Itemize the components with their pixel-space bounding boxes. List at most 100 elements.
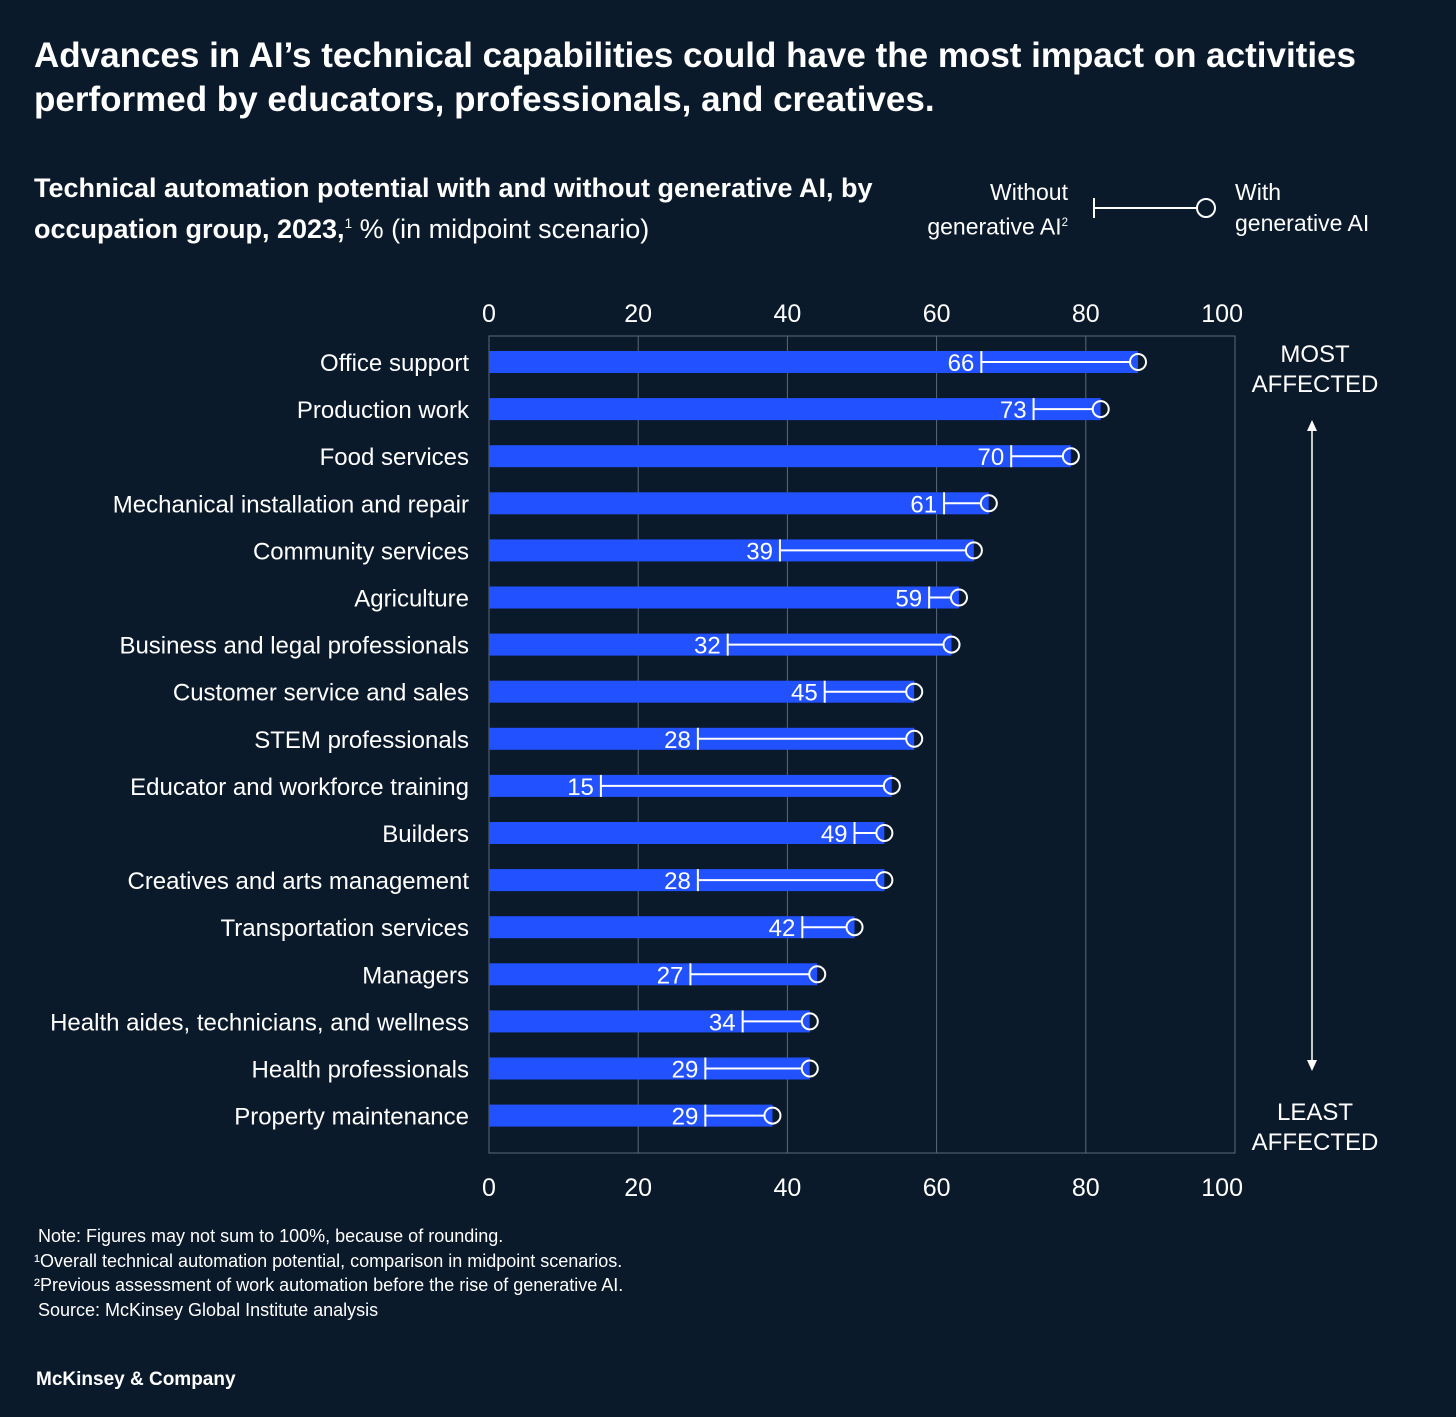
bar	[489, 822, 885, 844]
with-marker	[905, 729, 924, 748]
value-label: 27	[657, 962, 684, 989]
value-label: 28	[664, 868, 691, 895]
legend-without-label: Without generative AI	[927, 179, 1068, 240]
category-label: Health aides, technicians, and wellness	[50, 1009, 469, 1036]
footnotes: Note: Figures may not sum to 100%, becau…	[34, 1224, 623, 1322]
value-label: 32	[694, 633, 721, 660]
category-label: Health professionals	[252, 1057, 469, 1084]
bar	[489, 539, 974, 562]
legend-marker	[1093, 198, 1216, 218]
x-tick-label-top: 80	[1072, 300, 1100, 328]
with-marker	[1129, 353, 1148, 371]
with-marker	[949, 588, 968, 607]
with-marker	[875, 824, 894, 842]
x-tick-label-top: 0	[482, 300, 496, 328]
category-label: Community services	[253, 538, 469, 565]
value-label: 34	[709, 1009, 736, 1036]
value-label: 61	[910, 491, 937, 518]
value-label: 28	[664, 727, 691, 754]
bar	[489, 869, 885, 892]
footnote-2: ²Previous assessment of work automation …	[34, 1275, 624, 1295]
x-tick-label-bottom: 60	[923, 1174, 951, 1202]
value-label: 59	[895, 586, 922, 613]
bar	[489, 586, 959, 609]
chart-subtitle: Technical automation potential with and …	[34, 170, 894, 247]
category-label: Business and legal professionals	[119, 633, 469, 660]
bar	[489, 963, 818, 986]
legend-without: Without generative AI2	[900, 177, 1068, 243]
x-tick-label-top: 60	[923, 300, 951, 328]
subtitle-footnote: 1	[344, 216, 353, 231]
note: Note: Figures may not sum to 100%, becau…	[38, 1226, 504, 1246]
with-marker	[763, 1106, 782, 1125]
bar	[489, 445, 1071, 468]
bar	[489, 1057, 810, 1080]
arrow-down-icon	[1307, 1060, 1317, 1071]
value-label: 29	[672, 1104, 699, 1131]
category-label: Builders	[382, 821, 469, 848]
with-marker	[845, 918, 864, 937]
most-affected-label: MOST	[1280, 341, 1350, 368]
with-marker	[1061, 447, 1080, 466]
category-label: Agriculture	[354, 586, 469, 613]
category-label: Property maintenance	[234, 1104, 469, 1131]
least-affected-label: AFFECTED	[1252, 1129, 1379, 1156]
with-marker	[800, 1012, 819, 1031]
arrow-up-icon	[1307, 420, 1317, 431]
with-marker	[905, 682, 924, 701]
with-marker	[979, 494, 998, 513]
with-marker	[964, 541, 983, 560]
footnote-1: ¹Overall technical automation potential,…	[34, 1250, 623, 1271]
x-tick-label-bottom: 100	[1201, 1174, 1243, 1202]
bar	[489, 1010, 810, 1033]
x-tick-label-bottom: 80	[1072, 1174, 1100, 1202]
x-tick-label-bottom: 40	[773, 1174, 801, 1202]
source: Source: McKinsey Global Institute analys…	[38, 1299, 379, 1320]
with-marker	[882, 776, 901, 795]
x-tick-label-bottom: 20	[624, 1174, 652, 1202]
category-label: Transportation services	[220, 915, 469, 942]
bar	[489, 398, 1101, 421]
bar	[489, 1104, 773, 1127]
brand-logo: McKinsey & Company	[36, 1369, 236, 1390]
with-marker	[942, 635, 961, 654]
category-label: Production work	[297, 397, 470, 424]
with-marker	[800, 1059, 819, 1078]
value-label: 39	[746, 538, 773, 565]
legend-without-footnote: 2	[1061, 217, 1068, 229]
bar	[489, 492, 989, 515]
most-affected-label: AFFECTED	[1252, 371, 1379, 398]
category-label: Customer service and sales	[173, 680, 469, 707]
value-label: 66	[948, 350, 975, 377]
bar	[489, 633, 952, 656]
bar	[489, 680, 915, 703]
category-label: Managers	[362, 962, 469, 989]
value-label: 15	[567, 774, 594, 801]
subtitle-rest: % (in midpoint scenario)	[352, 214, 650, 244]
category-label: Creatives and arts management	[127, 868, 469, 895]
value-label: 45	[791, 680, 818, 707]
value-label: 49	[821, 821, 848, 848]
chart-title: Advances in AI’s technical capabilities …	[34, 36, 1356, 119]
with-marker	[875, 871, 894, 890]
subtitle-bold: Technical automation potential with and …	[34, 173, 873, 244]
value-label: 70	[977, 444, 1004, 471]
bar	[489, 351, 1139, 373]
x-tick-label-top: 100	[1201, 300, 1243, 328]
x-tick-label-top: 40	[773, 300, 801, 328]
category-label: Educator and workforce training	[130, 774, 469, 801]
least-affected-label: LEAST	[1277, 1099, 1353, 1126]
legend-with: With generative AI	[1235, 179, 1370, 236]
x-tick-label-top: 20	[624, 300, 652, 328]
value-label: 42	[769, 915, 796, 942]
x-tick-label-bottom: 0	[482, 1174, 496, 1202]
category-label: STEM professionals	[254, 727, 469, 754]
category-label: Office support	[320, 350, 469, 377]
value-label: 29	[672, 1057, 699, 1084]
category-label: Mechanical installation and repair	[113, 491, 469, 518]
category-label: Food services	[320, 444, 469, 471]
with-marker	[808, 965, 827, 984]
bar	[489, 916, 855, 939]
value-label: 73	[1000, 397, 1027, 424]
